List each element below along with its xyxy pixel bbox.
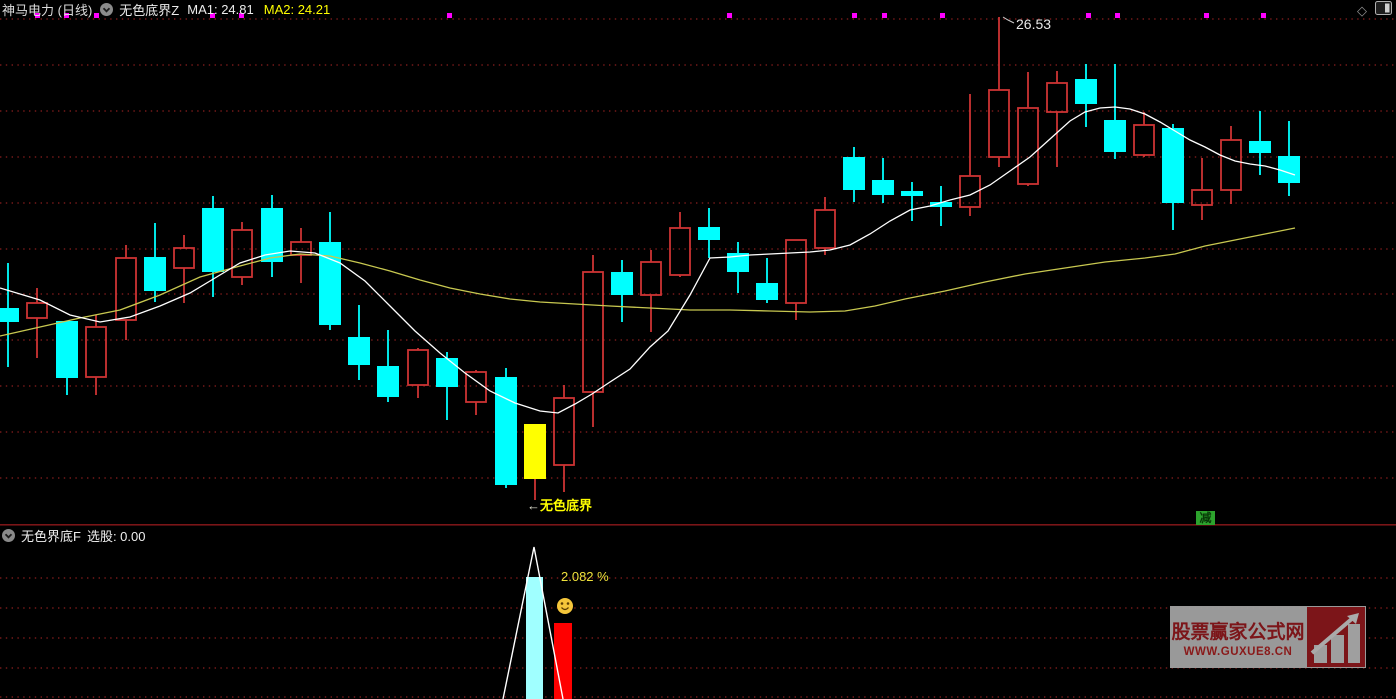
watermark-title: 股票赢家公式网 (1171, 621, 1305, 643)
candle-up (1133, 124, 1155, 156)
candle-down (202, 208, 224, 272)
sub-chart-header: 无色界底F 选股: 0.00 (2, 527, 146, 544)
candle-down (1278, 156, 1300, 183)
candle-up (290, 241, 312, 256)
candle-down (698, 227, 720, 240)
candle-up (465, 371, 487, 403)
candle-down (1162, 128, 1184, 203)
sub-indicator-value: 选股: 0.00 (86, 528, 146, 544)
smiley-icon (557, 598, 573, 614)
main-chart-header: 神马电力 (日线) 无色底界Z MA1: 24.81 MA2: 24.21 (2, 1, 331, 18)
signal-dot (852, 13, 857, 18)
candle-up (785, 239, 807, 304)
sub-red-bar (554, 623, 572, 699)
signal-dot (1086, 13, 1091, 18)
candle-down (144, 257, 166, 291)
signal-dot (64, 13, 69, 18)
candle-up (959, 175, 981, 208)
candle-up (115, 257, 137, 321)
candle-down (1104, 120, 1126, 152)
signal-dot (35, 13, 40, 18)
sub-spike-line (502, 546, 564, 699)
signal-dot (882, 13, 887, 18)
diamond-icon[interactable]: ◇ (1357, 3, 1367, 18)
collapse-subindicator-icon[interactable] (2, 528, 15, 542)
ma1-line (0, 106, 1296, 414)
ma2-line (0, 227, 1296, 337)
candle-down (436, 358, 458, 387)
candle-up (640, 261, 662, 296)
left-arrow-icon: ← (527, 498, 540, 513)
candle-up (553, 397, 575, 466)
candle-up (1220, 139, 1242, 191)
candle-up (582, 271, 604, 393)
watermark-logo-icon (1307, 607, 1365, 667)
candle-down (727, 253, 749, 272)
candle-up (814, 209, 836, 249)
percent-label: 2.082 % (561, 569, 609, 584)
high-price-label: 26.53 (1016, 16, 1052, 32)
watermark-url: WWW.GUXUE8.CN (1183, 645, 1293, 658)
candle-down (1075, 79, 1097, 104)
candle-up (1046, 82, 1068, 113)
signal-dot (210, 13, 215, 18)
candle-down (872, 180, 894, 195)
signal-dot (940, 13, 945, 18)
candle-up (26, 302, 48, 319)
candle-down (611, 272, 633, 295)
candle-down (377, 366, 399, 397)
stock-title: 神马电力 (日线) (2, 2, 93, 18)
candle-up (85, 326, 107, 378)
candle-down (1249, 141, 1271, 153)
candle-up (173, 247, 195, 269)
candle-down (0, 308, 19, 322)
indicator-name: 无色底界Z (119, 2, 180, 18)
candle-down (901, 191, 923, 196)
collapse-indicator-icon[interactable] (100, 2, 114, 16)
candle-down (930, 202, 952, 207)
candle-signal (524, 424, 546, 479)
candle-down (495, 377, 517, 485)
signal-dot (1204, 13, 1209, 18)
window-controls: ◇ (1357, 1, 1392, 20)
signal-dot (239, 13, 244, 18)
ma1-value: MA1: 24.81 (187, 1, 254, 17)
sub-cyan-bar (526, 577, 543, 699)
ma2-value: MA2: 24.21 (263, 1, 331, 17)
candle-down (319, 242, 341, 325)
sub-indicator-name: 无色界底F (21, 528, 81, 544)
candle-up (407, 349, 429, 386)
candle-up (669, 227, 691, 276)
candle-down (348, 337, 370, 365)
candle-up (1191, 189, 1213, 206)
candle-up (1017, 107, 1039, 185)
high-tick (1002, 16, 1015, 24)
signal-dot (447, 13, 452, 18)
candle-down (756, 283, 778, 300)
signal-dot (727, 13, 732, 18)
candle-down (56, 321, 78, 378)
panel-separator (0, 524, 1396, 526)
watermark: 股票赢家公式网 WWW.GUXUE8.CN (1170, 606, 1366, 668)
candle-down (843, 157, 865, 190)
reduce-badge: 减 (1196, 511, 1215, 525)
signal-dot (1115, 13, 1120, 18)
signal-dot (1261, 13, 1266, 18)
candle-up (988, 89, 1010, 158)
candle-up (231, 229, 253, 278)
window-pane-icon[interactable] (1375, 1, 1392, 20)
watermark-text: 股票赢家公式网 WWW.GUXUE8.CN (1170, 606, 1306, 668)
candle-down (261, 208, 283, 262)
signal-dot (94, 13, 99, 18)
buy-signal-label: ←无色底界 (527, 498, 593, 513)
